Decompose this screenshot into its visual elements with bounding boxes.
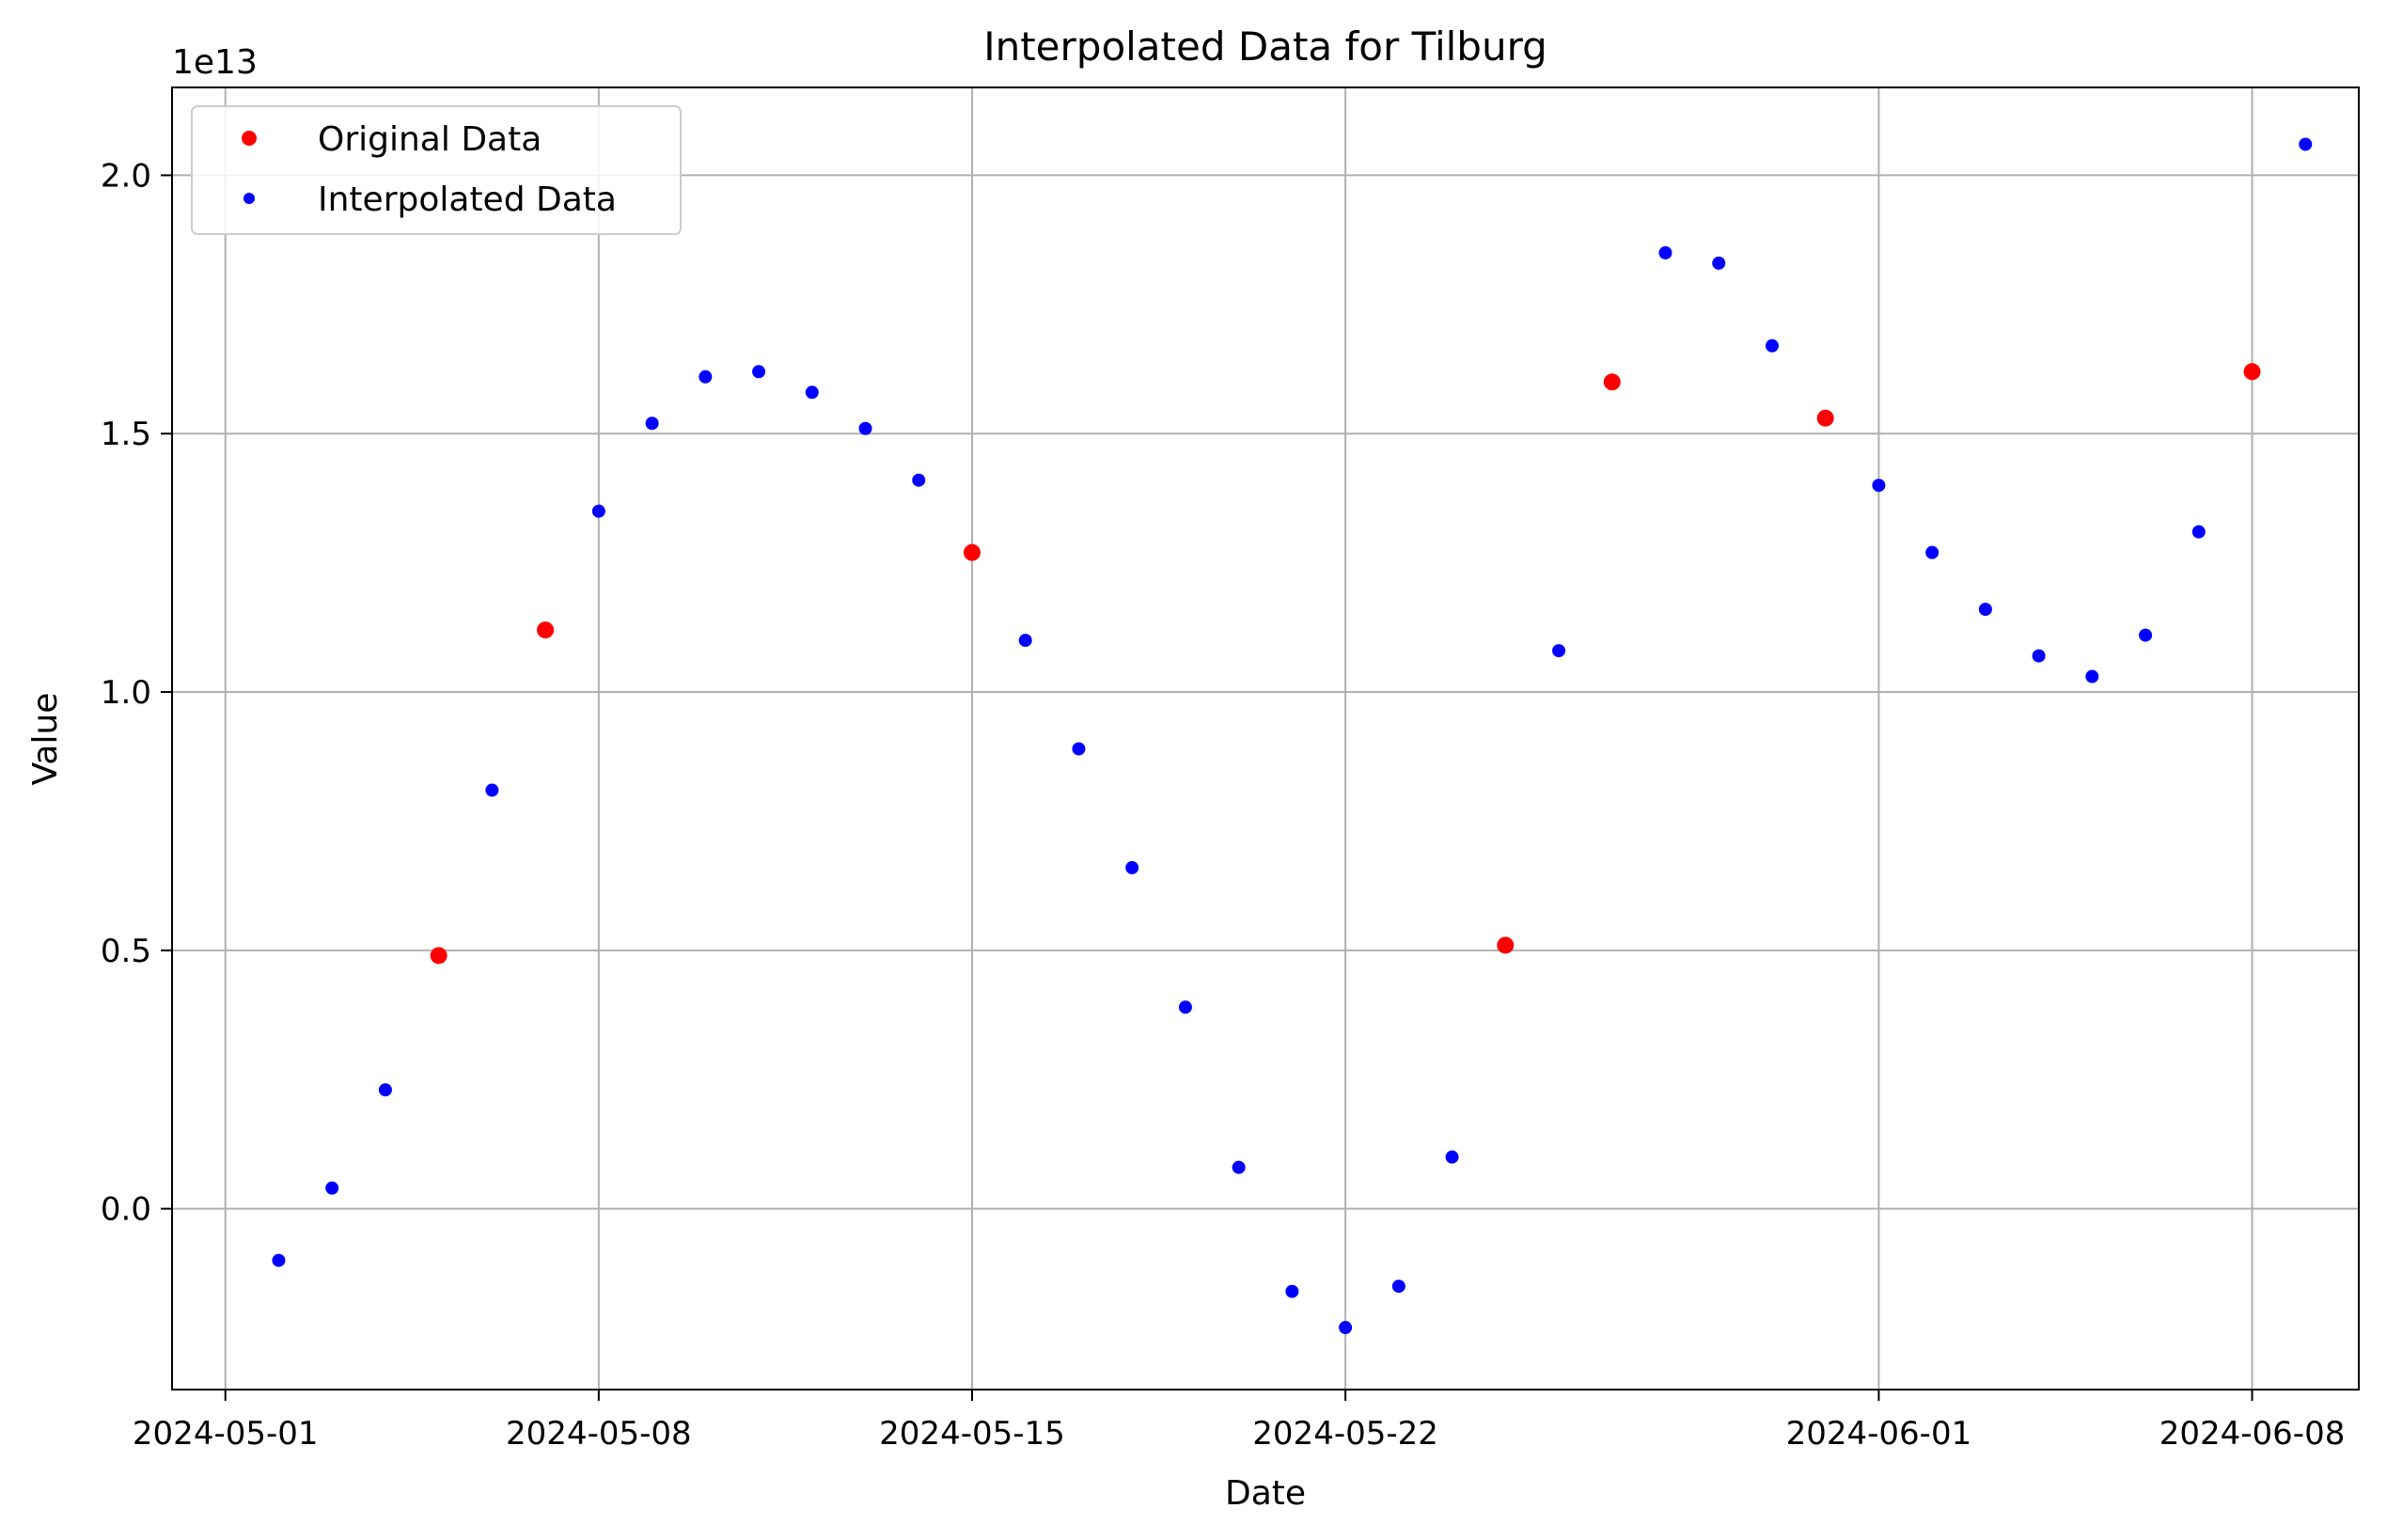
interpolated-data-point: [1978, 603, 1992, 617]
interpolated-data-point: [912, 473, 926, 487]
x-tick-label: 2024-05-08: [506, 1415, 692, 1453]
interpolated-data-point: [1018, 634, 1032, 648]
interpolated-data-point: [1552, 644, 1566, 658]
original-data-point: [537, 621, 555, 639]
x-axis-label: Date: [1225, 1474, 1306, 1513]
y-tick-label: 1.5: [101, 416, 151, 453]
x-tick-label: 2024-06-01: [1786, 1415, 1972, 1453]
interpolated-data-point: [485, 783, 499, 797]
original-data-point: [2243, 363, 2261, 381]
data-points: [272, 137, 2313, 1335]
interpolated-data-point: [325, 1181, 339, 1195]
original-data-point: [963, 543, 981, 561]
chart-title: Interpolated Data for Tilburg: [983, 24, 1547, 70]
interpolated-data-point: [378, 1083, 392, 1097]
x-tick-label: 2024-05-22: [1252, 1415, 1438, 1453]
y-tick-label: 1.0: [101, 674, 151, 712]
interpolated-data-point: [1712, 256, 1726, 270]
interpolated-data-point: [1445, 1150, 1459, 1164]
axes-frame: [171, 86, 2360, 1391]
original-data-point: [1603, 373, 1621, 391]
legend-box: [191, 105, 682, 235]
grid-lines: [172, 87, 2359, 1390]
x-tick-label: 2024-05-01: [133, 1415, 319, 1453]
interpolated-data-point: [752, 365, 766, 379]
original-data-point: [1497, 936, 1515, 954]
original-data-point: [1816, 409, 1834, 427]
y-axis-offset-label: 1e13: [172, 43, 258, 82]
interpolated-data-point: [645, 416, 659, 431]
interpolated-data-point: [805, 385, 819, 400]
interpolated-data-point: [2191, 525, 2206, 539]
x-tick-label: 2024-06-08: [2159, 1415, 2346, 1453]
interpolated-data-point: [2032, 649, 2046, 663]
legend-marker-interpolated: [243, 193, 255, 204]
interpolated-data-point: [1285, 1284, 1299, 1298]
interpolated-data-point: [1072, 742, 1086, 756]
y-tick-label: 0.5: [101, 933, 151, 970]
legend-label-interpolated: Interpolated Data: [318, 181, 617, 219]
y-tick-label: 0.0: [101, 1191, 151, 1229]
interpolated-data-point: [1232, 1160, 1246, 1174]
interpolated-data-point: [1178, 1000, 1192, 1014]
interpolated-data-point: [1391, 1280, 1406, 1294]
interpolated-data-point: [1765, 338, 1779, 353]
legend: Original Data Interpolated Data: [191, 105, 682, 235]
interpolated-data-point: [2299, 137, 2313, 151]
interpolated-data-point: [858, 421, 872, 435]
original-data-point: [430, 947, 448, 965]
interpolated-data-point: [1339, 1321, 1353, 1335]
interpolated-data-point: [1872, 479, 1886, 493]
interpolated-data-point: [1925, 545, 1939, 559]
interpolated-data-point: [591, 504, 605, 518]
interpolated-data-point: [2139, 628, 2153, 642]
y-axis-label: Value: [26, 693, 65, 786]
x-tick-label: 2024-05-15: [879, 1415, 1065, 1453]
interpolated-data-point: [272, 1253, 286, 1267]
y-tick-label: 2.0: [101, 157, 151, 195]
interpolated-data-point: [699, 369, 713, 384]
legend-label-original: Original Data: [318, 120, 542, 159]
interpolated-data-point: [1658, 245, 1672, 259]
interpolated-data-point: [2085, 669, 2099, 684]
interpolated-data-point: [1125, 860, 1139, 874]
legend-marker-original: [242, 131, 257, 146]
axis-ticks: 2024-05-01 2024-05-08 2024-05-15 2024-05-22…: [101, 157, 2345, 1453]
